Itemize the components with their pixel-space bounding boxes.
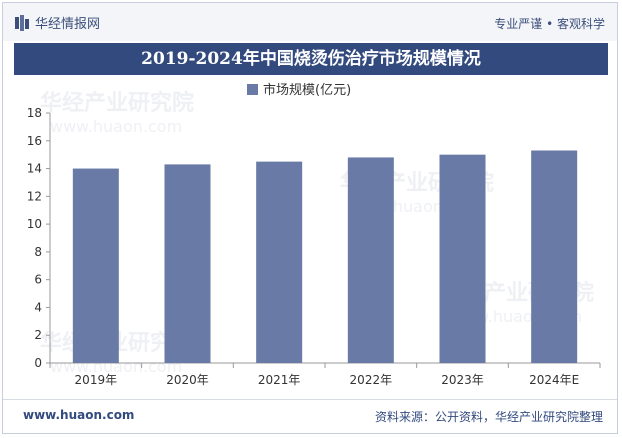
y-tick-label: 2 <box>34 328 42 342</box>
watermark-url: www.huaon.com <box>50 117 182 136</box>
x-tick-label: 2023年 <box>441 373 484 387</box>
brand-name: 华经情报网 <box>35 17 101 32</box>
y-tick-label: 6 <box>34 273 42 287</box>
brand[interactable]: 华经情报网 <box>15 13 100 32</box>
top-bar: 华经情报网 专业严谨 • 客观科学 <box>3 3 617 41</box>
x-tick-label: 2020年 <box>166 373 209 387</box>
legend-swatch <box>247 84 258 95</box>
y-tick-label: 18 <box>27 106 42 120</box>
bar <box>531 150 578 363</box>
y-tick-label: 4 <box>34 300 42 314</box>
bar <box>72 168 119 363</box>
bar <box>256 161 303 363</box>
footer-website[interactable]: www.huaon.com <box>23 408 135 422</box>
y-tick-label: 8 <box>34 245 42 259</box>
brand-logo-icon <box>15 14 29 31</box>
y-tick-label: 12 <box>27 189 42 203</box>
bar <box>347 157 394 363</box>
legend-label: 市场规模(亿元) <box>263 82 351 98</box>
x-tick-label: 2021年 <box>258 373 301 387</box>
y-tick-label: 14 <box>27 162 42 176</box>
legend: 市场规模(亿元) <box>247 82 351 98</box>
bar <box>439 154 486 363</box>
tagline: 专业严谨 • 客观科学 <box>494 17 605 31</box>
footer-source: 资料来源：公开资料，华经产业研究院整理 <box>374 410 603 424</box>
x-tick-label: 2019年 <box>75 373 118 387</box>
x-tick-label: 2022年 <box>350 373 393 387</box>
y-tick-label: 10 <box>27 217 42 231</box>
bar <box>164 164 211 363</box>
y-tick-label: 16 <box>27 134 42 148</box>
x-tick-label: 2024年E <box>529 373 579 387</box>
watermark-text: 华经产业研究院 <box>40 90 194 116</box>
footer-divider <box>3 399 617 400</box>
chart-title: 2019-2024年中国烧烫伤治疗市场规模情况 <box>14 43 608 75</box>
y-tick-label: 0 <box>34 356 42 370</box>
